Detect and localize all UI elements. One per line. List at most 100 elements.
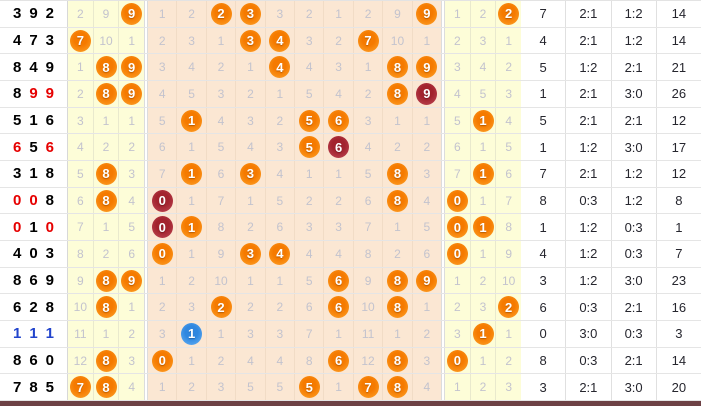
miss-cell: 10 [496, 267, 522, 294]
stats-group: 8 0:3 2:1 14 [521, 347, 701, 374]
digit-zone-left_wrap: 11 1 2 [68, 321, 145, 347]
odd-even-stat: 1:2 [566, 241, 612, 267]
sum-stat: 16 [656, 294, 701, 321]
miss-cell: 9 [119, 267, 145, 294]
miss-cell: 1 [496, 321, 522, 347]
miss-cell: 3 [265, 321, 296, 347]
zone-separator [441, 134, 445, 161]
miss-cell: 1 [470, 347, 497, 374]
miss-cell: 1 [470, 321, 497, 347]
miss-cell: 3 [236, 241, 266, 267]
miss-cell: 3 [324, 214, 354, 241]
stats-group: 7 2:1 1:2 12 [521, 161, 701, 187]
big-small-stat: 3:0 [611, 81, 657, 107]
draw-digit: 8 [29, 378, 38, 396]
miss-cell: 1 [383, 214, 413, 241]
odd-even-stat: 3:0 [566, 321, 612, 347]
miss-cell: 8 [383, 81, 413, 107]
odd-even-stat: 0:3 [566, 187, 612, 214]
miss-cell: 10 [383, 27, 413, 54]
ball-orange: 0 [446, 242, 468, 265]
sum-stat: 20 [656, 374, 701, 401]
trend-row: 8 6 0 12 8 3 0 1 2 4 4 8 6 12 8 3 0 1 2 8 0:3 2:1 14 [0, 347, 701, 375]
draw-digit: 1 [29, 112, 38, 130]
miss-cell: 2 [148, 294, 178, 321]
draw-digit: 0 [12, 192, 22, 210]
ball-orange: 7 [69, 29, 91, 52]
miss-cell: 1 [470, 241, 497, 267]
miss-cell: 4 [295, 241, 325, 267]
miss-cell: 1 [148, 267, 178, 294]
sum-stat: 17 [656, 134, 701, 161]
draw-digit: 8 [12, 85, 22, 103]
ball-orange: 1 [472, 322, 494, 345]
miss-cell: 3 [412, 161, 442, 187]
miss-cell: 1 [470, 187, 497, 214]
span-stat: 3 [521, 374, 567, 401]
ball-orange: 8 [95, 296, 117, 319]
miss-cell: 2 [265, 107, 296, 134]
span-stat: 5 [521, 107, 567, 134]
miss-cell: 9 [119, 81, 145, 107]
miss-cell: 7 [353, 27, 384, 54]
miss-cell: 2 [93, 241, 120, 267]
miss-cell: 3 [265, 134, 296, 161]
miss-cell: 8 [93, 347, 120, 374]
miss-cell: 9 [119, 1, 145, 27]
miss-cell: 1 [265, 267, 296, 294]
miss-cell: 9 [353, 267, 384, 294]
miss-cell: 2 [353, 81, 384, 107]
miss-cell: 8 [93, 54, 120, 81]
miss-cell: 5 [295, 374, 325, 401]
miss-cell: 2 [206, 294, 237, 321]
miss-cell: 7 [68, 214, 94, 241]
ball-orange: 1 [181, 162, 203, 185]
miss-cell: 1 [177, 107, 207, 134]
zone-separator [144, 54, 148, 81]
odd-even-stat: 2:1 [566, 161, 612, 187]
miss-cell: 8 [383, 54, 413, 81]
ball-orange: 8 [386, 162, 408, 185]
miss-cell: 1 [177, 347, 207, 374]
sum-stat: 14 [656, 347, 701, 374]
miss-cell: 2 [412, 321, 442, 347]
digit-zone-main: 2 3 1 3 4 3 2 7 10 1 [148, 27, 442, 54]
miss-cell: 2 [93, 134, 120, 161]
miss-cell: 1 [206, 27, 237, 54]
miss-cell: 6 [324, 294, 354, 321]
zone-separator [441, 81, 445, 107]
odd-even-stat: 2:1 [566, 1, 612, 27]
miss-cell: 10 [353, 294, 384, 321]
ball-orange: 1 [181, 216, 203, 239]
ball-orange: 8 [386, 296, 408, 319]
big-small-stat: 3:0 [611, 134, 657, 161]
miss-cell: 2 [383, 241, 413, 267]
miss-cell: 0 [445, 214, 471, 241]
miss-cell: 1 [383, 321, 413, 347]
ball-orange: 8 [386, 189, 408, 212]
draw-digit: 0 [45, 218, 55, 236]
draw-digit: 9 [45, 58, 55, 76]
stats-group: 1 1:2 3:0 17 [521, 134, 701, 161]
miss-cell: 2 [265, 294, 296, 321]
ball-orange: 9 [121, 82, 143, 105]
miss-cell: 1 [324, 321, 354, 347]
ball-orange: 1 [472, 162, 494, 185]
big-small-stat: 1:2 [611, 27, 657, 54]
miss-cell: 6 [148, 134, 178, 161]
stats-group: 4 1:2 0:3 7 [521, 241, 701, 267]
miss-cell: 12 [68, 347, 94, 374]
stats-group: 8 0:3 1:2 8 [521, 187, 701, 214]
big-small-stat: 3:0 [611, 374, 657, 401]
big-small-stat: 1:2 [611, 161, 657, 187]
draw-digit: 2 [45, 5, 55, 23]
miss-cell: 4 [177, 54, 207, 81]
miss-cell: 8 [295, 347, 325, 374]
